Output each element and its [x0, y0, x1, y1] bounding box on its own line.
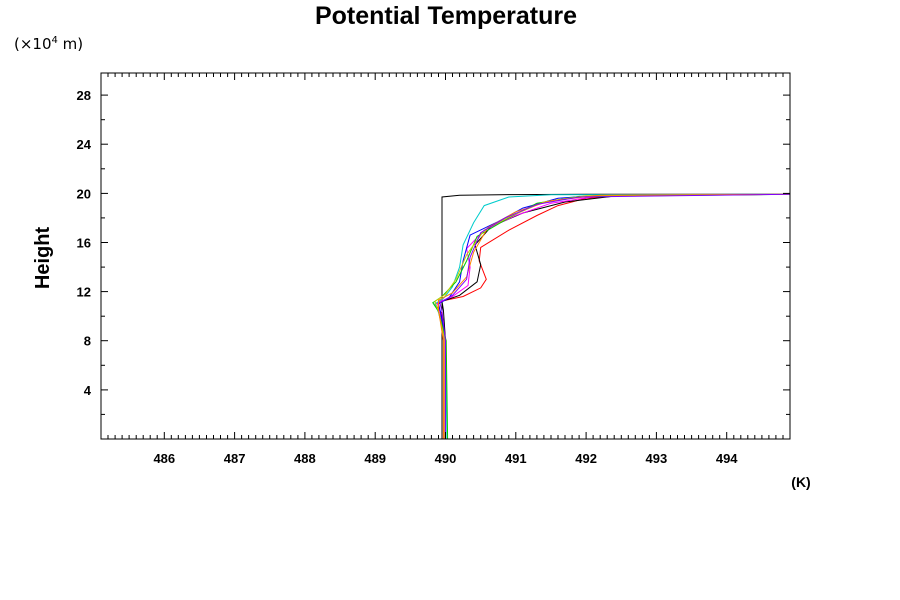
y-tick-label: 4 [84, 383, 92, 398]
plot-frame [100, 72, 791, 440]
x-axis-units: (K) [791, 474, 810, 490]
x-tick-label: 487 [224, 451, 246, 466]
series-line-9 [438, 193, 791, 439]
x-tick-label: 490 [435, 451, 457, 466]
series-line-1 [441, 193, 790, 439]
series-layer [432, 193, 791, 440]
y-tick-label: 20 [77, 186, 91, 201]
x-tick-label: 494 [716, 451, 738, 466]
y-axis-units-prefix: (×10 [14, 35, 52, 53]
series-line-5 [437, 193, 791, 439]
x-tick-label: 489 [364, 451, 386, 466]
x-tick-label: 488 [294, 451, 316, 466]
y-tick-label: 28 [77, 88, 91, 103]
y-tick-label: 16 [77, 236, 91, 251]
y-tick-label: 12 [77, 285, 91, 300]
series-line-8 [434, 193, 791, 439]
series-line-3 [441, 193, 791, 439]
y-tick-label: 8 [84, 334, 91, 349]
y-axis-label: Height [32, 227, 54, 290]
series-line-2 [434, 193, 791, 440]
x-tick-label: 492 [575, 451, 597, 466]
x-tick-label: 491 [505, 451, 527, 466]
chart-title: Potential Temperature [315, 2, 577, 30]
tick-label-layer: 486 487 488 489 490 491 492 493 494 4 8 12 16 20 24 28 [77, 88, 739, 466]
x-tick-label: 493 [646, 451, 668, 466]
y-axis-units-suffix: m) [58, 35, 83, 53]
series-line-10 [439, 193, 791, 439]
series-line-4 [436, 193, 791, 439]
tick-layer [100, 73, 791, 439]
x-tick-label: 486 [153, 451, 175, 466]
y-tick-label: 24 [77, 137, 92, 152]
series-line-6 [434, 193, 791, 440]
y-axis-units: (×104 m) [14, 35, 83, 53]
y-axis-units-exponent: 4 [52, 35, 58, 46]
